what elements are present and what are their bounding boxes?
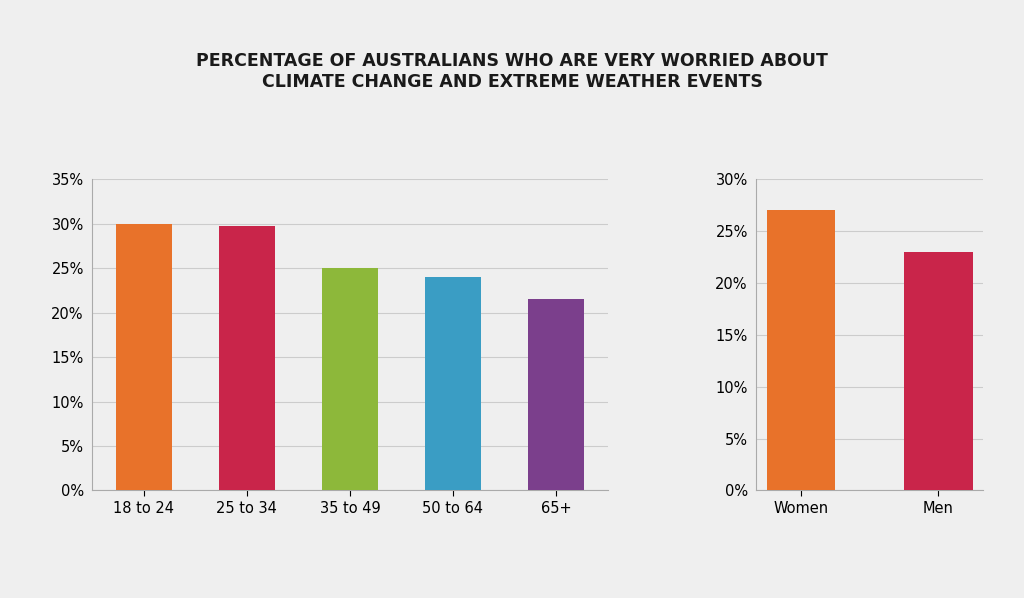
Bar [904, 252, 973, 490]
Bar [425, 277, 481, 490]
Text: PERCENTAGE OF AUSTRALIANS WHO ARE VERY WORRIED ABOUT
CLIMATE CHANGE AND EXTREME : PERCENTAGE OF AUSTRALIANS WHO ARE VERY W… [196, 53, 828, 91]
Bar [767, 210, 836, 490]
Bar [116, 224, 172, 490]
Bar [527, 300, 585, 490]
Bar [322, 269, 378, 490]
Bar [218, 225, 275, 490]
